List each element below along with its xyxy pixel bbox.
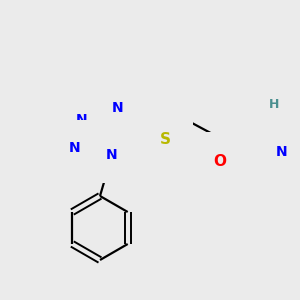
Text: N: N bbox=[276, 145, 288, 159]
Text: N: N bbox=[279, 103, 291, 117]
Text: N: N bbox=[76, 113, 88, 127]
Text: S: S bbox=[160, 133, 170, 148]
Text: N: N bbox=[112, 101, 124, 115]
Text: N: N bbox=[106, 148, 118, 162]
Text: O: O bbox=[214, 154, 226, 169]
Text: H: H bbox=[269, 98, 279, 112]
Text: N: N bbox=[242, 116, 254, 130]
Text: N: N bbox=[69, 141, 81, 155]
Text: H: H bbox=[245, 103, 255, 116]
Text: N: N bbox=[256, 111, 268, 125]
